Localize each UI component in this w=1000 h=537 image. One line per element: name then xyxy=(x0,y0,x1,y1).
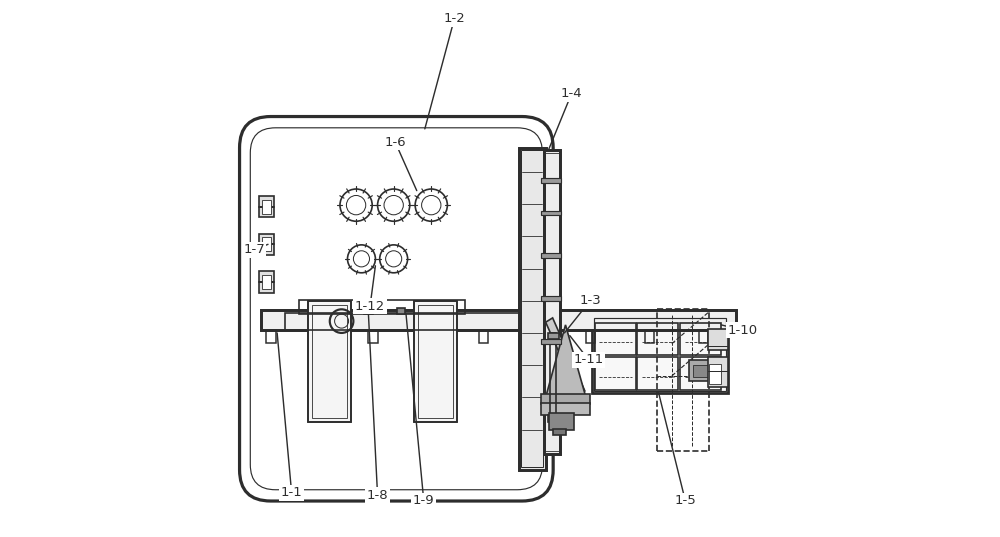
Text: 1-4: 1-4 xyxy=(561,88,582,100)
Bar xyxy=(414,301,457,422)
Bar xyxy=(637,323,678,355)
Bar xyxy=(299,300,465,314)
Bar xyxy=(266,330,276,343)
Bar xyxy=(689,360,716,381)
Bar xyxy=(708,357,728,387)
Bar xyxy=(595,357,636,390)
Bar xyxy=(541,339,561,344)
Bar xyxy=(709,364,721,384)
Bar xyxy=(261,310,736,330)
Bar xyxy=(519,148,546,470)
Bar xyxy=(259,271,274,293)
Bar xyxy=(368,330,378,343)
Bar xyxy=(312,305,347,418)
Text: 1-2: 1-2 xyxy=(443,12,465,25)
Bar xyxy=(637,357,678,390)
Bar xyxy=(541,211,561,215)
FancyBboxPatch shape xyxy=(240,117,553,501)
Bar xyxy=(545,153,559,451)
Bar xyxy=(262,237,271,251)
Text: 1-1: 1-1 xyxy=(281,487,303,499)
Text: 1-10: 1-10 xyxy=(728,324,758,337)
Bar xyxy=(262,275,271,289)
Bar xyxy=(550,333,556,419)
Bar xyxy=(541,394,590,404)
Bar xyxy=(708,329,728,350)
Text: 1-9: 1-9 xyxy=(413,494,435,507)
Bar xyxy=(549,413,574,430)
Text: 1-7: 1-7 xyxy=(243,243,265,256)
Bar xyxy=(262,200,271,214)
Text: 1-11: 1-11 xyxy=(573,353,604,366)
Bar xyxy=(261,310,736,330)
Polygon shape xyxy=(546,325,586,397)
Bar xyxy=(699,330,708,343)
Bar xyxy=(479,330,488,343)
Bar xyxy=(259,196,274,217)
Bar xyxy=(397,308,405,314)
Bar xyxy=(521,150,543,467)
Text: 1-12: 1-12 xyxy=(355,300,385,313)
Polygon shape xyxy=(546,318,585,395)
Bar xyxy=(259,234,274,255)
Text: 1-3: 1-3 xyxy=(579,294,601,307)
Bar xyxy=(541,403,590,415)
Bar xyxy=(364,308,373,314)
Bar xyxy=(308,301,351,422)
Bar xyxy=(541,296,561,301)
Bar xyxy=(519,148,546,470)
Text: 1-5: 1-5 xyxy=(674,494,696,507)
Bar xyxy=(418,305,453,418)
Bar xyxy=(594,318,726,391)
Bar xyxy=(693,365,708,377)
Bar xyxy=(586,330,595,343)
Bar xyxy=(544,150,560,454)
Bar xyxy=(317,330,327,343)
Text: 1-6: 1-6 xyxy=(384,136,406,149)
Bar xyxy=(548,333,559,339)
Bar xyxy=(595,323,636,355)
Bar xyxy=(680,357,721,390)
Bar xyxy=(548,415,559,422)
Bar xyxy=(541,178,561,183)
Text: 1-8: 1-8 xyxy=(367,489,388,502)
Bar xyxy=(645,330,654,343)
Bar xyxy=(541,253,561,258)
Bar xyxy=(532,330,541,343)
Bar xyxy=(592,316,728,393)
Bar xyxy=(308,301,351,422)
Bar xyxy=(414,301,457,422)
Bar xyxy=(544,150,560,454)
Bar xyxy=(553,429,566,435)
Bar xyxy=(680,323,721,355)
Bar xyxy=(285,313,521,330)
Bar xyxy=(425,330,434,343)
